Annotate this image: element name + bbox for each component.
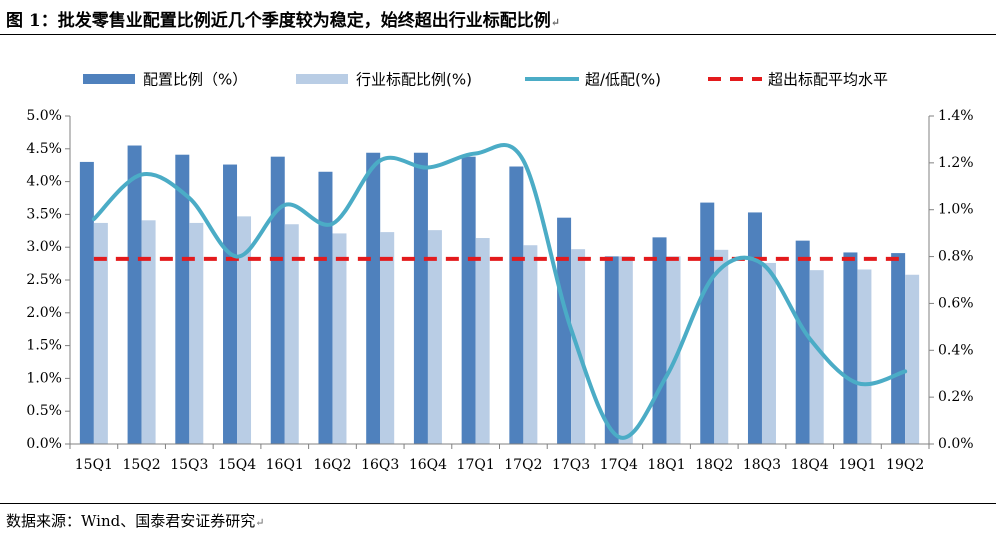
left-tick-label: 5.0% xyxy=(26,108,62,124)
bar-alloc xyxy=(175,154,190,444)
bar-alloc xyxy=(270,156,285,444)
bar-benchmark xyxy=(761,262,776,444)
x-tick-label: 18Q3 xyxy=(743,457,781,473)
legend-label: 配置比例（%） xyxy=(143,71,247,89)
left-tick-label: 4.0% xyxy=(26,174,62,190)
bar-alloc xyxy=(891,253,906,444)
bar-alloc xyxy=(604,256,619,444)
bar-alloc xyxy=(509,166,524,444)
legend-label: 超出标配平均水平 xyxy=(768,71,888,89)
right-tick-label: 1.4% xyxy=(938,108,974,124)
left-tick-label: 1.5% xyxy=(26,338,62,354)
bar-benchmark xyxy=(189,222,204,444)
x-tick-label: 16Q4 xyxy=(409,457,447,473)
bar-benchmark xyxy=(380,232,395,444)
x-tick-label: 15Q2 xyxy=(122,457,160,473)
paragraph-mark-icon: ↵ xyxy=(550,16,560,29)
left-tick-label: 3.0% xyxy=(26,239,62,255)
x-tick-label: 16Q2 xyxy=(313,457,351,473)
bar-alloc xyxy=(127,145,142,444)
left-tick-label: 2.0% xyxy=(26,305,62,321)
left-tick-label: 2.5% xyxy=(26,272,62,288)
bar-benchmark xyxy=(237,216,252,444)
bar-alloc xyxy=(366,152,381,444)
bar-alloc xyxy=(700,202,715,444)
x-tick-label: 16Q3 xyxy=(361,457,399,473)
bar-benchmark xyxy=(332,233,347,444)
bar-alloc xyxy=(652,237,667,444)
bar-benchmark xyxy=(905,274,920,444)
paragraph-mark-icon: ↵ xyxy=(255,516,265,529)
bar-benchmark xyxy=(141,220,156,444)
top-rule xyxy=(0,34,996,35)
x-tick-label: 18Q2 xyxy=(695,457,733,473)
legend-label: 超/低配(%) xyxy=(585,71,661,89)
left-tick-label: 1.0% xyxy=(26,370,62,386)
x-tick-label: 18Q4 xyxy=(791,457,829,473)
legend-swatch xyxy=(296,74,348,84)
x-tick-label: 17Q3 xyxy=(552,457,590,473)
x-tick-label: 15Q1 xyxy=(75,457,113,473)
source-note: 数据来源：Wind、国泰君安证券研究↵ xyxy=(6,512,265,530)
right-tick-label: 1.2% xyxy=(938,155,974,171)
bar-benchmark xyxy=(714,249,729,444)
bar-benchmark xyxy=(284,224,299,444)
bar-alloc xyxy=(318,171,333,444)
bar-alloc xyxy=(843,252,858,444)
legend-swatch xyxy=(83,74,135,84)
bar-benchmark xyxy=(618,256,633,444)
bar-benchmark xyxy=(93,222,108,444)
bar-benchmark xyxy=(427,230,442,444)
bar-benchmark xyxy=(666,256,681,444)
bar-alloc xyxy=(795,240,810,444)
bar-alloc xyxy=(747,212,762,444)
x-tick-label: 17Q2 xyxy=(504,457,542,473)
bar-alloc xyxy=(79,161,94,445)
x-tick-label: 19Q1 xyxy=(838,457,876,473)
excess-line xyxy=(91,143,908,440)
left-tick-label: 0.0% xyxy=(26,436,62,452)
right-tick-label: 0.4% xyxy=(938,342,974,358)
right-tick-label: 0.0% xyxy=(938,436,974,452)
title-bar: 图 1：批发零售业配置比例近几个季度较为稳定，始终超出行业标配比例↵ xyxy=(0,0,996,34)
figure-title: 图 1：批发零售业配置比例近几个季度较为稳定，始终超出行业标配比例↵ xyxy=(6,11,560,31)
right-tick-label: 0.2% xyxy=(938,389,974,405)
x-tick-label: 15Q3 xyxy=(170,457,208,473)
x-tick-label: 18Q1 xyxy=(647,457,685,473)
x-tick-label: 15Q4 xyxy=(218,457,256,473)
bar-benchmark xyxy=(809,270,824,444)
bar-alloc xyxy=(557,217,572,444)
x-tick-label: 16Q1 xyxy=(266,457,304,473)
bar-benchmark xyxy=(523,245,538,444)
right-tick-label: 0.8% xyxy=(938,249,974,265)
x-tick-label: 17Q1 xyxy=(457,457,495,473)
bar-alloc xyxy=(413,152,428,444)
chart: 0.0% 0.5% 1.0% 1.5% 2.0% 2.5% 3.0% 3.5% 4.0% 4.5%… xyxy=(26,71,974,474)
left-tick-label: 3.5% xyxy=(26,206,62,222)
bar-alloc xyxy=(461,156,476,444)
bottom-rule xyxy=(0,503,996,504)
left-tick-label: 4.5% xyxy=(26,141,62,157)
right-tick-label: 0.6% xyxy=(938,295,974,311)
legend-label: 行业标配比例(%) xyxy=(356,71,472,89)
bar-alloc xyxy=(223,164,238,444)
right-tick-label: 1.0% xyxy=(938,202,974,218)
bar-benchmark xyxy=(857,269,872,444)
x-tick-label: 19Q2 xyxy=(886,457,924,473)
left-tick-label: 0.5% xyxy=(26,403,62,419)
bar-benchmark xyxy=(475,238,490,444)
x-tick-label: 17Q4 xyxy=(600,457,638,473)
